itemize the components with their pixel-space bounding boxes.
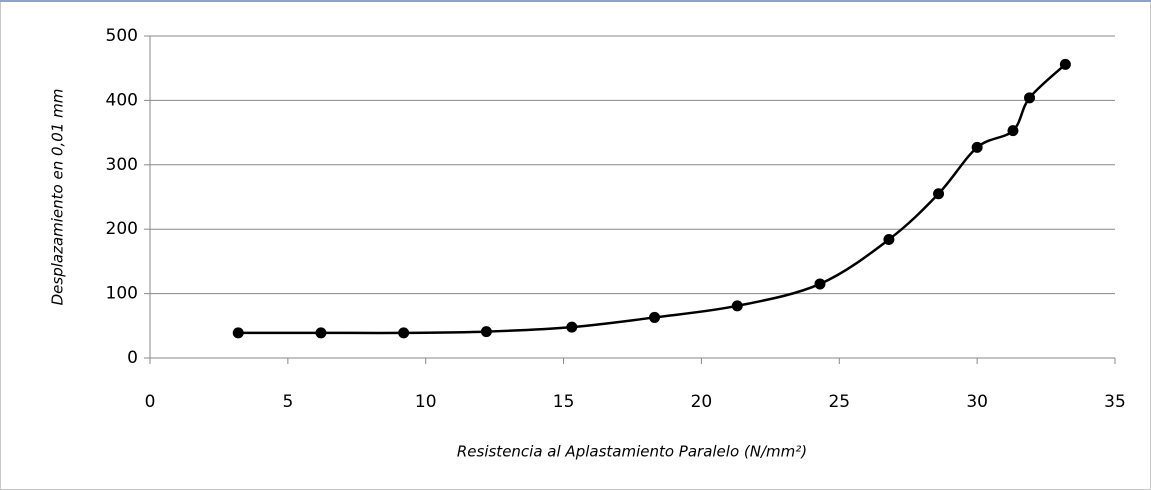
point xyxy=(480,326,492,338)
y-tick-label: 200 xyxy=(106,219,138,239)
x-tick-label: 15 xyxy=(553,392,575,412)
y-tick-label: 100 xyxy=(106,284,138,304)
point xyxy=(1024,92,1036,104)
point xyxy=(814,278,826,290)
point xyxy=(971,141,983,153)
x-tick-label: 30 xyxy=(966,392,988,412)
point xyxy=(1059,58,1071,70)
point xyxy=(649,311,661,323)
x-tick-label: 35 xyxy=(1104,392,1126,412)
x-tick-label: 10 xyxy=(415,392,437,412)
y-tick-label: 500 xyxy=(106,26,138,46)
x-tick-label: 0 xyxy=(145,392,156,412)
y-tick-label: 0 xyxy=(127,348,138,368)
point xyxy=(883,234,895,246)
x-axis-label: Resistencia al Aplastamiento Paralelo (N… xyxy=(457,443,807,461)
x-tick-label: 20 xyxy=(691,392,713,412)
point xyxy=(398,327,410,339)
point xyxy=(1007,125,1019,137)
point xyxy=(731,300,743,312)
point xyxy=(933,188,945,200)
y-axis-label: Desplazamiento en 0,01 mm xyxy=(49,89,67,306)
point xyxy=(315,327,327,339)
y-tick-label: 400 xyxy=(106,90,138,110)
x-tick-label: 5 xyxy=(282,392,293,412)
x-tick-label: 25 xyxy=(828,392,850,412)
point xyxy=(232,327,244,339)
point xyxy=(566,321,578,333)
y-tick-label: 300 xyxy=(106,155,138,175)
